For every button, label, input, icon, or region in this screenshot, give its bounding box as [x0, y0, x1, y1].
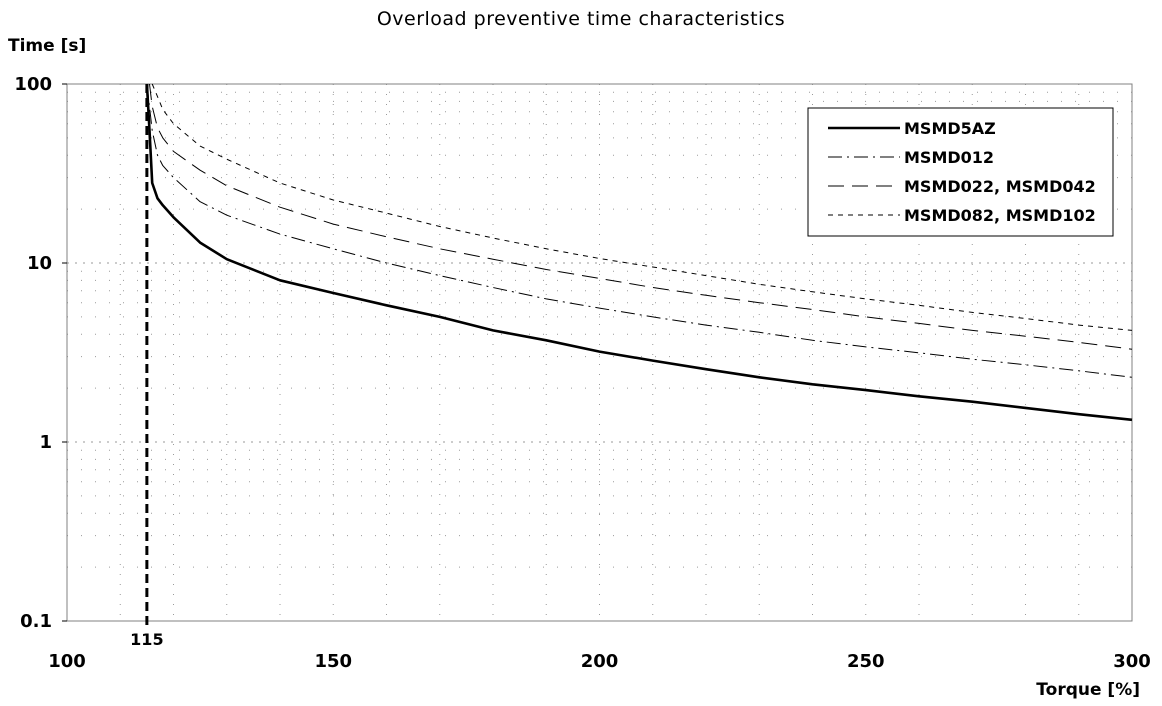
y-axis-label: Time [s] — [8, 36, 87, 56]
legend-label: MSMD022, MSMD042 — [904, 177, 1096, 196]
x-tick-label: 250 — [847, 651, 885, 672]
series-line — [149, 83, 1133, 350]
series-line — [145, 83, 1133, 422]
grid — [67, 84, 1132, 621]
x-axis-label: Torque [%] — [1036, 680, 1140, 700]
legend-label: MSMD082, MSMD102 — [904, 206, 1096, 225]
series — [145, 83, 1133, 422]
legend: MSMD5AZ MSMD012 MSMD022, MSMD042 MSMD082, M… — [807, 107, 1114, 237]
y-tick-label: 1 — [39, 432, 52, 453]
chart-title: Overload preventive time characteristics — [376, 8, 786, 30]
x-tick-label: 100 — [48, 651, 86, 672]
series-line — [146, 83, 1133, 378]
x-tick-label: 300 — [1113, 651, 1151, 672]
y-tick-label: 100 — [14, 74, 52, 95]
legend-label: MSMD5AZ — [904, 119, 996, 138]
x-tick-label: 200 — [581, 651, 619, 672]
legend-label: MSMD012 — [904, 148, 994, 167]
y-tick-label: 10 — [27, 253, 52, 274]
series-line — [151, 83, 1133, 331]
y-tick-label: 0.1 — [20, 611, 52, 632]
axes: 100 150 200 250 300 115 0.1 1 10 100 — [14, 74, 1150, 672]
x-tick-label-extra: 115 — [130, 630, 163, 649]
x-tick-label: 150 — [314, 651, 352, 672]
plot-frame — [66, 83, 1133, 622]
